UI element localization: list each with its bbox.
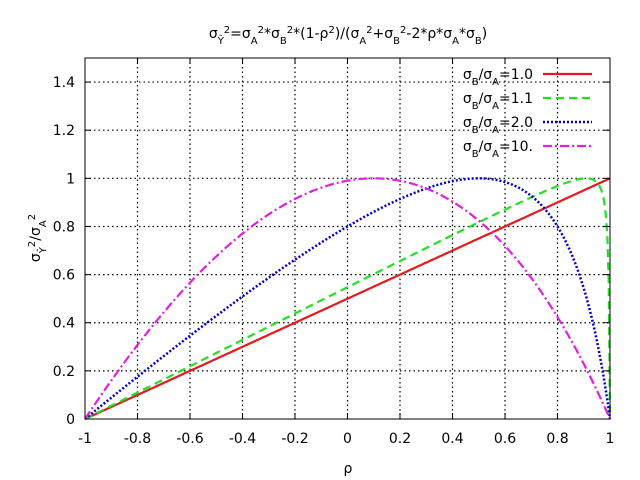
text-part: 2 bbox=[328, 25, 334, 36]
legend-entry: σB/σA=10. bbox=[463, 139, 592, 160]
series-layer bbox=[84, 177, 612, 421]
legend-label-part: B bbox=[472, 77, 479, 88]
text-part: *σ bbox=[264, 26, 280, 42]
text-part: *(1-ρ bbox=[293, 26, 328, 42]
x-tick-label: -0.2 bbox=[281, 431, 308, 447]
text-part: Ŷ bbox=[36, 246, 49, 254]
ticks: -1 -0.8 -0.6 -0.4 -0.2 0 0.2 0.4 0.6 0.8 1 0 0.2 0.4 0… bbox=[53, 58, 615, 447]
legend-entry: σB/σA=1.0 bbox=[463, 67, 592, 88]
text-part: ) bbox=[482, 26, 487, 42]
x-tick-label: -0.4 bbox=[229, 431, 256, 447]
legend-label-part: σ bbox=[463, 115, 472, 131]
legend-label-part: /σ bbox=[479, 67, 493, 83]
text-part: +σ bbox=[373, 26, 394, 42]
legend-label-part: B bbox=[472, 125, 479, 136]
y-tick-label: 1.2 bbox=[53, 123, 75, 139]
legend-label: σB/σA=2.0 bbox=[463, 115, 533, 136]
text-part: 2 bbox=[258, 25, 264, 36]
legend-label: σB/σA=1.0 bbox=[463, 67, 533, 88]
text-part: =σ bbox=[230, 26, 251, 42]
text-part: *σ bbox=[459, 26, 475, 42]
legend-label-part: A bbox=[492, 77, 499, 88]
text-part: 2 bbox=[287, 25, 293, 36]
x-tick-label: 0.4 bbox=[441, 431, 463, 447]
legend-label-part: =10. bbox=[499, 139, 533, 155]
x-tick-label: -0.8 bbox=[124, 431, 151, 447]
legend-label-part: σ bbox=[463, 91, 472, 107]
x-tick-label: 1 bbox=[606, 431, 615, 447]
legend-label-part: σ bbox=[463, 67, 472, 83]
legend-label-part: =2.0 bbox=[499, 115, 533, 131]
legend-label-part: B bbox=[472, 149, 479, 160]
text-part: A bbox=[251, 36, 258, 47]
y-tick-label: 0.2 bbox=[53, 364, 75, 380]
series-line-0 bbox=[84, 177, 611, 421]
text-part: 2 bbox=[27, 241, 38, 247]
text-part: 2 bbox=[27, 214, 38, 220]
legend-label-part: =1.0 bbox=[499, 67, 533, 83]
legend-label-part: B bbox=[472, 101, 479, 112]
legend-label-part: A bbox=[492, 125, 499, 136]
x-axis-label: ρ bbox=[344, 461, 353, 477]
y-tick-label: 0 bbox=[66, 412, 75, 428]
text-part: B bbox=[393, 36, 400, 47]
text-part: σ bbox=[209, 26, 218, 42]
y-tick-label: 1 bbox=[66, 171, 75, 187]
legend-label-part: /σ bbox=[479, 139, 493, 155]
legend: σB/σA=1.0σB/σA=1.1σB/σA=2.0σB/σA=10. bbox=[463, 67, 592, 160]
text-part: σ bbox=[28, 253, 44, 262]
legend-label-part: A bbox=[492, 149, 499, 160]
x-tick-label: -1 bbox=[78, 431, 92, 447]
text-part: 2 bbox=[400, 25, 406, 36]
text-part: 2 bbox=[224, 25, 230, 36]
series-line-1 bbox=[84, 177, 612, 420]
text-part: B bbox=[280, 36, 287, 47]
y-tick-label: 0.8 bbox=[53, 219, 75, 235]
text-part: A bbox=[452, 36, 459, 47]
legend-label-part: /σ bbox=[479, 91, 493, 107]
legend-entry: σB/σA=1.1 bbox=[463, 91, 592, 112]
y-tick-label: 0.4 bbox=[53, 316, 75, 332]
text-part: )/(σ bbox=[335, 26, 360, 42]
legend-label-part: =1.1 bbox=[499, 91, 533, 107]
x-tick-label: 0 bbox=[343, 431, 352, 447]
text-part: -2*ρ*σ bbox=[406, 26, 452, 42]
text-part: A bbox=[359, 36, 366, 47]
text-part: /σ bbox=[28, 227, 44, 241]
legend-label-part: A bbox=[492, 101, 499, 112]
x-tick-label: 0.6 bbox=[494, 431, 516, 447]
y-tick-label: 0.6 bbox=[53, 268, 75, 284]
x-tick-label: 0.8 bbox=[546, 431, 568, 447]
text-part: 2 bbox=[366, 25, 372, 36]
text-part: B bbox=[475, 36, 482, 47]
x-tick-label: -0.6 bbox=[176, 431, 203, 447]
chart-title: σŶ2=σA2*σB2*(1-ρ2)/(σA2+σB2-2*ρ*σA*σB) bbox=[209, 25, 487, 47]
series-line-3 bbox=[84, 177, 612, 420]
y-tick-label: 1.4 bbox=[53, 75, 75, 91]
legend-label: σB/σA=1.1 bbox=[463, 91, 533, 112]
legend-entry: σB/σA=2.0 bbox=[463, 115, 592, 136]
grid bbox=[85, 58, 610, 419]
legend-label-part: σ bbox=[463, 139, 472, 155]
y-axis-label: σŶ2/σA2 bbox=[27, 214, 49, 262]
legend-label-part: /σ bbox=[479, 115, 493, 131]
x-tick-label: 0.2 bbox=[389, 431, 411, 447]
series-line-2 bbox=[84, 177, 612, 420]
text-part: Ŷ bbox=[217, 34, 225, 47]
text-part: A bbox=[38, 220, 49, 227]
legend-label: σB/σA=10. bbox=[463, 139, 533, 160]
